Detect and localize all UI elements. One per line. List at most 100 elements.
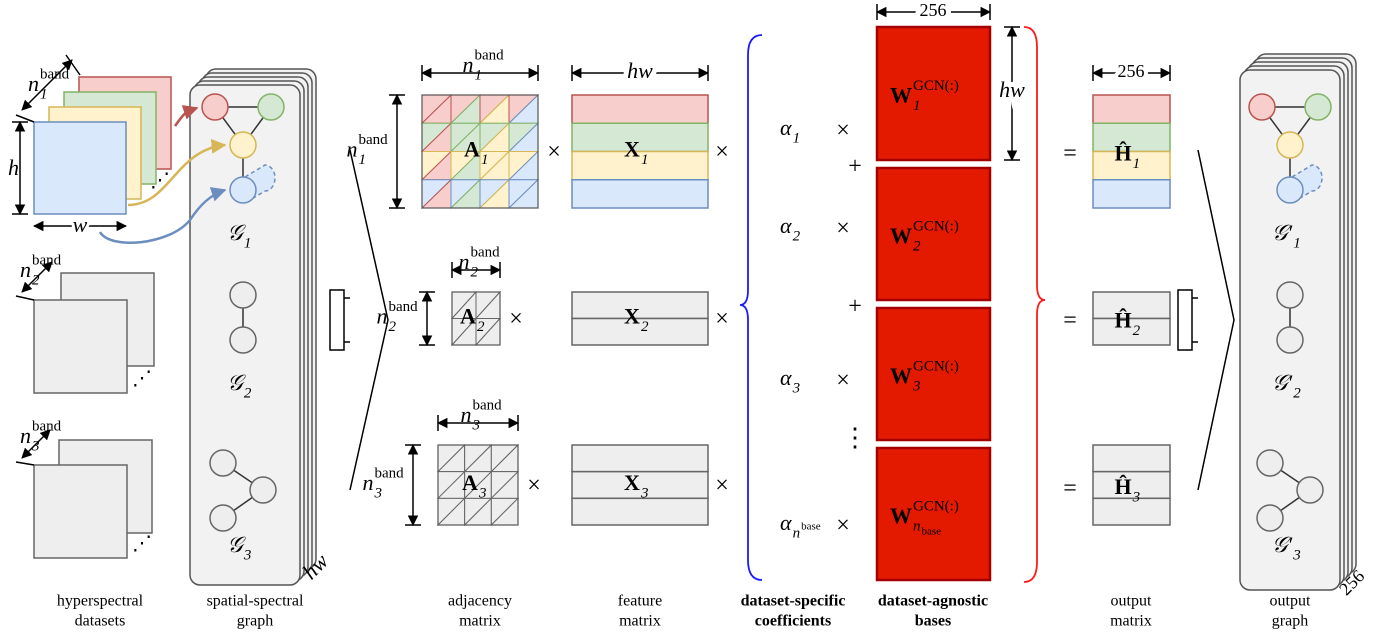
- graph-node: [1277, 327, 1303, 353]
- caption: output: [1111, 593, 1152, 610]
- math-sub: 1: [244, 235, 252, 251]
- dim-label: w: [73, 212, 88, 237]
- band-slice: [34, 122, 126, 214]
- math-sub: n: [913, 518, 921, 534]
- math-sup: band: [375, 465, 405, 481]
- graph-node: [1305, 94, 1331, 120]
- operator: ×: [836, 118, 850, 144]
- math-sub-sub: base: [922, 526, 942, 538]
- caption: bases: [915, 613, 951, 630]
- graph-node: [230, 282, 256, 308]
- math-sub: 1: [913, 98, 921, 114]
- dim-label: h: [8, 155, 19, 180]
- caption: feature: [618, 593, 662, 610]
- dim-label: 256: [1118, 61, 1145, 81]
- math-sup: band: [32, 252, 62, 268]
- math-label: α: [780, 510, 792, 535]
- matrix-band: [1093, 180, 1170, 208]
- math-label: X: [624, 137, 640, 162]
- graph-node: [1277, 132, 1303, 158]
- graph-node: [230, 177, 256, 203]
- band-slice: [34, 465, 127, 558]
- caption: output: [1270, 593, 1311, 610]
- math-sub: 3: [472, 417, 481, 433]
- math-label: n: [459, 249, 470, 274]
- math-sup: band: [32, 418, 62, 434]
- operator: ×: [715, 306, 729, 332]
- operator: ×: [547, 139, 561, 165]
- graph-node: [230, 327, 256, 353]
- ellipsis: ⋰: [132, 533, 152, 555]
- dimension-tick: [16, 462, 34, 465]
- flow-chevron: [1198, 150, 1234, 490]
- matrix-band: [572, 180, 708, 208]
- math-label: W: [890, 83, 912, 108]
- caption: dataset-agnostic: [878, 593, 988, 610]
- graph-node: [210, 505, 236, 531]
- math-label: α: [780, 365, 792, 390]
- math-label: n: [463, 52, 474, 77]
- flow-block: [330, 290, 344, 350]
- graph-node: [258, 94, 284, 120]
- operator: =: [1063, 308, 1077, 334]
- math-sup: band: [475, 47, 505, 63]
- math-label: n: [363, 470, 374, 495]
- graph-node: [1249, 94, 1275, 120]
- math-sub: 1: [40, 86, 48, 102]
- math-sub: 3: [912, 378, 921, 394]
- math-sup: band: [40, 66, 70, 82]
- caption: dataset-specific: [741, 593, 846, 610]
- matrix-band: [572, 95, 708, 123]
- math-sub: 1: [475, 67, 483, 83]
- math-label: W: [890, 223, 912, 248]
- operator: ×: [715, 139, 729, 165]
- math-label: W: [890, 503, 912, 528]
- operator: ×: [509, 306, 523, 332]
- math-sub: 3: [374, 485, 383, 501]
- flow-block: [1178, 290, 1192, 350]
- math-sub: 3: [31, 438, 40, 454]
- operator: ×: [836, 368, 850, 394]
- graph-node: [1257, 450, 1283, 476]
- graph-node: [1277, 177, 1303, 203]
- graph-node: [202, 94, 228, 120]
- math-sub: 1: [793, 130, 801, 146]
- math-sup: band: [389, 299, 419, 315]
- caption: adjacency: [448, 593, 512, 610]
- caption: spatial-spectral: [207, 593, 304, 610]
- math-sub: 1: [1133, 156, 1141, 172]
- math-sub: 3: [1132, 489, 1141, 505]
- dimension-tick: [16, 296, 34, 300]
- operator: +: [848, 154, 862, 180]
- math-sub: 2: [32, 272, 40, 288]
- caption: matrix: [459, 613, 501, 630]
- operator: ×: [715, 473, 729, 499]
- matrix-band: [572, 292, 708, 319]
- matrix-band: [572, 123, 708, 151]
- math-sub: 2: [1293, 385, 1301, 401]
- math-label: A: [464, 137, 480, 162]
- math-label: 𝒢′: [1272, 220, 1294, 245]
- matrix-band: [572, 445, 708, 472]
- caption: hyperspectral: [57, 593, 144, 610]
- dim-label: hw: [627, 58, 653, 83]
- brace: [1024, 27, 1045, 582]
- math-sub: 1: [359, 152, 367, 168]
- math-sub: 3: [1292, 547, 1301, 563]
- math-sub: 2: [1133, 323, 1141, 339]
- math-label: X: [624, 470, 640, 495]
- math-sub: 1: [1293, 235, 1301, 251]
- band-slice: [34, 300, 127, 393]
- math-label: n: [461, 402, 472, 427]
- math-label: 𝒢′: [1272, 532, 1294, 557]
- math-label: n: [377, 304, 388, 329]
- caption: matrix: [619, 613, 661, 630]
- math-sub: 2: [793, 228, 801, 244]
- math-sup: GCN(:): [913, 78, 959, 94]
- ellipsis: ⋰: [150, 170, 170, 192]
- dim-label: hw: [999, 77, 1025, 102]
- math-sub: 3: [478, 485, 487, 501]
- matrix-band: [572, 498, 708, 525]
- brace: [740, 35, 762, 580]
